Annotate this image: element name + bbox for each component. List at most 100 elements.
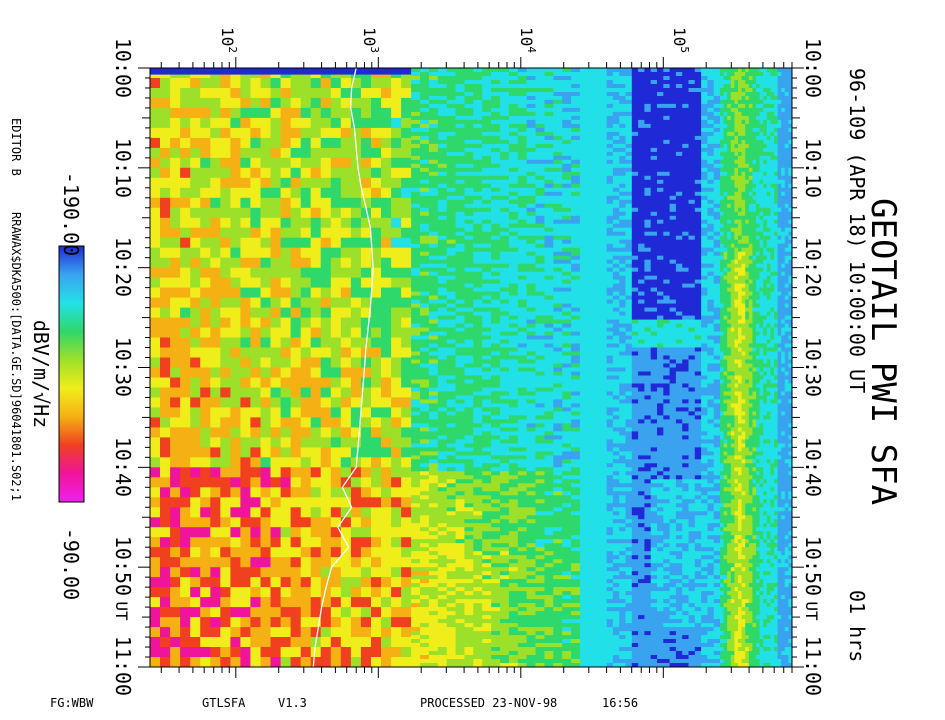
heatmap-cell xyxy=(220,217,231,229)
heatmap-cell xyxy=(526,439,537,444)
heatmap-cell xyxy=(446,303,457,309)
heatmap-cell xyxy=(579,499,590,504)
heatmap-cell xyxy=(588,247,599,253)
heatmap-cell xyxy=(464,371,474,377)
heatmap-cell xyxy=(553,319,563,325)
heatmap-cell xyxy=(240,257,251,269)
heatmap-cell xyxy=(420,195,430,201)
heatmap-cell xyxy=(455,467,466,472)
heatmap-cell xyxy=(500,103,510,109)
heatmap-cell xyxy=(544,68,554,73)
heatmap-cell xyxy=(579,303,590,309)
heatmap-cell xyxy=(571,455,581,460)
heatmap-cell xyxy=(437,111,448,117)
heatmap-cell xyxy=(597,187,608,193)
heatmap-cell xyxy=(170,647,181,658)
heatmap-cell xyxy=(360,537,372,548)
heatmap-cell xyxy=(526,495,537,500)
heatmap-cell xyxy=(508,103,519,109)
heatmap-cell xyxy=(597,299,608,305)
heatmap-cell xyxy=(428,499,439,504)
heatmap-cell xyxy=(464,643,474,648)
heatmap-cell xyxy=(644,96,652,101)
heatmap-cell xyxy=(588,92,599,97)
heatmap-cell xyxy=(544,483,554,488)
heatmap-cell xyxy=(553,459,563,464)
heatmap-cell xyxy=(371,597,382,608)
heatmap-cell xyxy=(579,359,590,365)
heatmap-cell xyxy=(210,127,221,139)
heatmap-cell xyxy=(535,227,545,233)
heatmap-cell xyxy=(180,167,191,179)
heatmap-cell xyxy=(455,519,466,524)
heatmap-cell xyxy=(588,227,599,233)
heatmap-cell xyxy=(260,507,272,518)
heatmap-cell xyxy=(455,315,466,321)
heatmap-cell xyxy=(420,511,430,516)
heatmap-cell xyxy=(535,339,545,345)
heatmap-cell xyxy=(682,92,690,97)
heatmap-cell xyxy=(491,535,501,540)
heatmap-cell xyxy=(190,327,201,339)
heatmap-cell xyxy=(420,291,430,297)
heatmap-cell xyxy=(464,359,474,365)
heatmap-cell xyxy=(517,619,528,624)
heatmap-cell xyxy=(280,297,292,309)
heatmap-cell xyxy=(401,217,412,229)
heatmap-cell xyxy=(571,96,581,101)
heatmap-cell xyxy=(517,627,528,632)
heatmap-cell xyxy=(340,297,352,309)
heatmap-cell xyxy=(553,163,563,169)
heatmap-cell xyxy=(360,427,372,438)
heatmap-cell xyxy=(250,157,261,169)
heatmap-cell xyxy=(446,467,457,472)
heatmap-cell xyxy=(508,227,519,233)
heatmap-cell xyxy=(473,223,483,229)
heatmap-cell xyxy=(230,387,241,399)
heatmap-cell xyxy=(535,531,545,536)
heatmap-cell xyxy=(420,115,430,121)
heatmap-cell xyxy=(170,197,181,209)
heatmap-cell xyxy=(482,447,492,452)
heatmap-cell xyxy=(428,215,439,221)
heatmap-cell xyxy=(526,411,537,416)
heatmap-cell xyxy=(270,467,282,478)
heatmap-cell xyxy=(437,523,448,528)
heatmap-cell xyxy=(170,627,181,638)
heatmap-cell xyxy=(170,357,181,369)
heatmap-cell xyxy=(437,227,448,233)
heatmap-cell xyxy=(200,497,211,508)
heatmap-cell xyxy=(508,635,519,640)
heatmap-cell xyxy=(180,337,191,349)
heatmap-cell xyxy=(160,457,171,468)
heatmap-cell xyxy=(260,467,272,478)
heatmap-cell xyxy=(290,447,302,458)
heatmap-cell xyxy=(508,507,519,512)
heatmap-cell xyxy=(371,107,382,119)
heatmap-cell xyxy=(270,357,282,369)
heatmap-cell xyxy=(638,96,645,101)
heatmap-cell xyxy=(579,415,590,420)
heatmap-cell xyxy=(491,491,501,496)
heatmap-cell xyxy=(290,577,302,588)
heatmap-cell xyxy=(350,257,362,269)
heatmap-cell xyxy=(428,531,439,536)
heatmap-cell xyxy=(200,557,211,568)
heatmap-cell xyxy=(220,417,231,428)
heatmap-cell xyxy=(210,387,221,399)
heatmap-cell xyxy=(401,187,412,199)
heatmap-cell xyxy=(340,487,352,498)
heatmap-cell xyxy=(411,523,421,528)
heatmap-cell xyxy=(701,80,708,85)
heatmap-cell xyxy=(381,487,392,498)
heatmap-cell xyxy=(657,68,664,73)
heatmap-cell xyxy=(579,491,590,496)
heatmap-cell xyxy=(446,587,457,592)
heatmap-cell xyxy=(482,531,492,536)
heatmap-cell xyxy=(682,84,690,89)
heatmap-cell xyxy=(579,399,590,404)
heatmap-cell xyxy=(571,311,581,317)
heatmap-cell xyxy=(517,123,528,129)
heatmap-cell xyxy=(544,179,554,185)
heatmap-cell xyxy=(535,271,545,277)
